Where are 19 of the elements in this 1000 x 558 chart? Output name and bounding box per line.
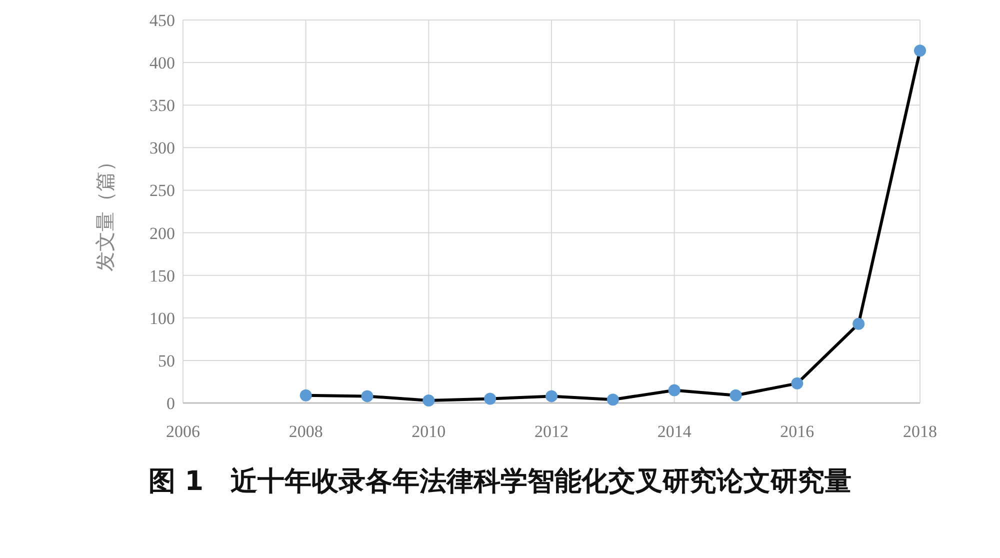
x-tick-label: 2006 bbox=[166, 422, 200, 441]
x-tick-label: 2016 bbox=[780, 422, 814, 441]
y-tick-label: 400 bbox=[150, 54, 175, 73]
x-tick-label: 2010 bbox=[412, 422, 446, 441]
text: 图 1 近十年收录各年法律科学智能化交叉研究论文研究量 bbox=[147, 465, 853, 499]
y-tick-label: 450 bbox=[150, 11, 175, 30]
y-tick-label: 50 bbox=[158, 351, 175, 370]
x-tick-label: 2014 bbox=[657, 422, 692, 441]
y-tick-label: 250 bbox=[150, 181, 175, 200]
y-tick-label: 350 bbox=[150, 96, 175, 116]
y-tick-label: 0 bbox=[166, 394, 175, 413]
y-tick-label: 150 bbox=[150, 266, 175, 286]
x-tick-label: 2008 bbox=[288, 422, 323, 441]
y-tick-label: 300 bbox=[150, 138, 175, 158]
x-tick-label: 2012 bbox=[534, 422, 568, 441]
y-tick-label: 100 bbox=[150, 308, 175, 328]
y-axis-title: 发文量（篇） bbox=[93, 152, 117, 272]
y-tick-label: 200 bbox=[150, 224, 175, 243]
x-tick-label: 2018 bbox=[903, 422, 937, 441]
